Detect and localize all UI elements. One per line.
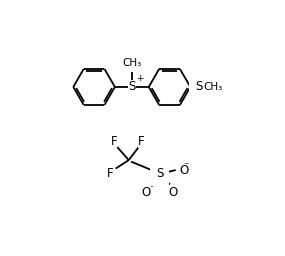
Text: O: O (168, 186, 177, 199)
Text: F: F (111, 135, 117, 148)
Text: ⁻: ⁻ (184, 161, 189, 171)
Text: F: F (138, 135, 144, 148)
Text: S: S (195, 80, 202, 93)
Text: F: F (107, 167, 113, 180)
Text: +: + (136, 74, 143, 83)
Text: S: S (128, 80, 135, 93)
Text: CH₃: CH₃ (203, 82, 223, 92)
Text: S: S (156, 167, 163, 180)
Text: O: O (142, 186, 151, 199)
Text: CH₃: CH₃ (122, 58, 141, 68)
Text: O: O (180, 164, 189, 177)
